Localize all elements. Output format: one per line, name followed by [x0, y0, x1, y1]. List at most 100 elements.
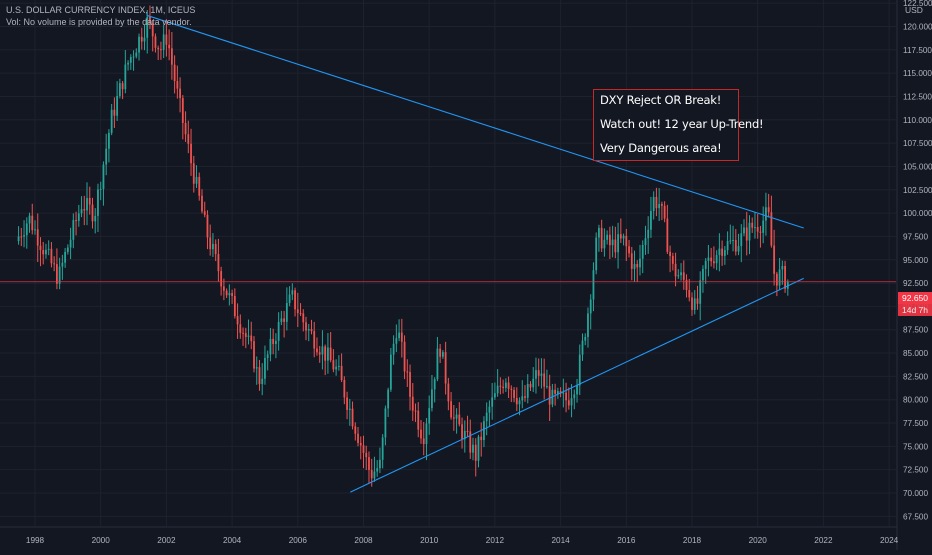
candle-body [639, 258, 641, 268]
candle-body [406, 371, 409, 373]
candle-body [313, 331, 316, 349]
candle-body [25, 223, 28, 236]
y-tick-label: 107.500 [903, 139, 932, 148]
candle-body [149, 16, 151, 24]
candle-body [228, 293, 231, 296]
candle-body [650, 211, 652, 230]
candle-body [357, 433, 359, 443]
candle-body [565, 392, 567, 401]
candle-body [543, 373, 546, 387]
candle-body [310, 329, 313, 332]
candle-body [636, 264, 639, 268]
candle-body [691, 297, 693, 310]
candle-body [64, 251, 67, 263]
candle-body [737, 246, 740, 252]
trendline[interactable] [350, 277, 804, 493]
x-tick-label: 2002 [157, 536, 176, 545]
candle-body [354, 426, 357, 434]
x-tick-label: 2012 [486, 536, 505, 545]
candle-body [499, 385, 502, 387]
candle-body [781, 265, 784, 270]
candle-body [663, 205, 666, 219]
candle-body [759, 231, 762, 233]
candle-body [212, 243, 214, 250]
candle-body [222, 286, 225, 291]
candle-body [441, 352, 444, 357]
annotation-box[interactable]: DXY Reject OR Break! Watch out! 12 year … [593, 89, 764, 161]
candle-body [384, 408, 387, 438]
candle-body [529, 383, 532, 388]
x-tick-label: 2018 [683, 536, 702, 545]
candle-body [264, 357, 266, 379]
candle-body [526, 383, 529, 398]
y-tick-label: 105.000 [903, 162, 932, 171]
candle-body [91, 204, 94, 222]
candle-body [693, 298, 696, 310]
x-tick-label: 2008 [354, 536, 373, 545]
candle-body [231, 293, 233, 297]
candle-body [340, 365, 343, 380]
candle-body [247, 335, 250, 337]
candle-body [337, 365, 340, 367]
candle-body [307, 329, 310, 331]
candle-body [58, 266, 61, 284]
y-tick-label: 67.500 [903, 512, 928, 521]
candle-body [239, 324, 242, 333]
currency-label[interactable]: USD [905, 5, 923, 15]
candle-body [94, 215, 97, 222]
candle-body [504, 382, 507, 388]
candle-body [351, 408, 354, 427]
candle-body [195, 176, 198, 184]
candle-body [532, 378, 535, 388]
x-tick-label: 2006 [289, 536, 308, 545]
candle-body [113, 109, 116, 116]
candle-body [540, 373, 543, 376]
candle-body [496, 385, 499, 394]
candle-body [756, 227, 759, 232]
candle-body [431, 389, 433, 409]
candle-body [469, 431, 472, 453]
candle-body [510, 388, 513, 390]
candle-body [570, 398, 573, 406]
candle-body [502, 386, 505, 388]
candle-body [472, 444, 474, 453]
candle-body [187, 134, 190, 144]
candle-body [242, 332, 244, 334]
candle-body [291, 290, 294, 295]
candle-body [463, 430, 466, 440]
candle-body [299, 313, 302, 315]
candle-body [105, 148, 108, 165]
y-tick-label: 87.500 [903, 326, 928, 335]
candle-body [108, 132, 110, 149]
candle-body [258, 367, 261, 385]
y-tick-label: 92.500 [903, 279, 928, 288]
candle-body [398, 332, 400, 339]
x-tick-label: 2024 [880, 536, 899, 545]
candle-body [250, 335, 253, 342]
annotation-line-2: Watch out! 12 year Up-Trend! [600, 117, 764, 131]
candle-body [611, 239, 614, 246]
candle-body [28, 215, 31, 224]
candle-body [138, 36, 140, 53]
candle-body [439, 348, 442, 357]
candle-body [775, 273, 778, 286]
candle-body [562, 392, 565, 394]
candle-body [680, 272, 682, 276]
candle-body [36, 229, 39, 246]
candle-body [42, 250, 45, 255]
trendline[interactable] [146, 14, 804, 229]
candle-body [75, 220, 77, 222]
candle-body [275, 340, 277, 344]
candle-body [266, 354, 269, 358]
candle-body [417, 410, 420, 430]
x-tick-label: 2016 [617, 536, 636, 545]
candle-body [305, 322, 307, 331]
candle-body [368, 457, 370, 470]
y-tick-label: 85.000 [903, 349, 928, 358]
candle-body [255, 367, 258, 369]
candle-body [666, 218, 669, 252]
candle-body [770, 212, 773, 246]
candle-body [179, 88, 181, 99]
